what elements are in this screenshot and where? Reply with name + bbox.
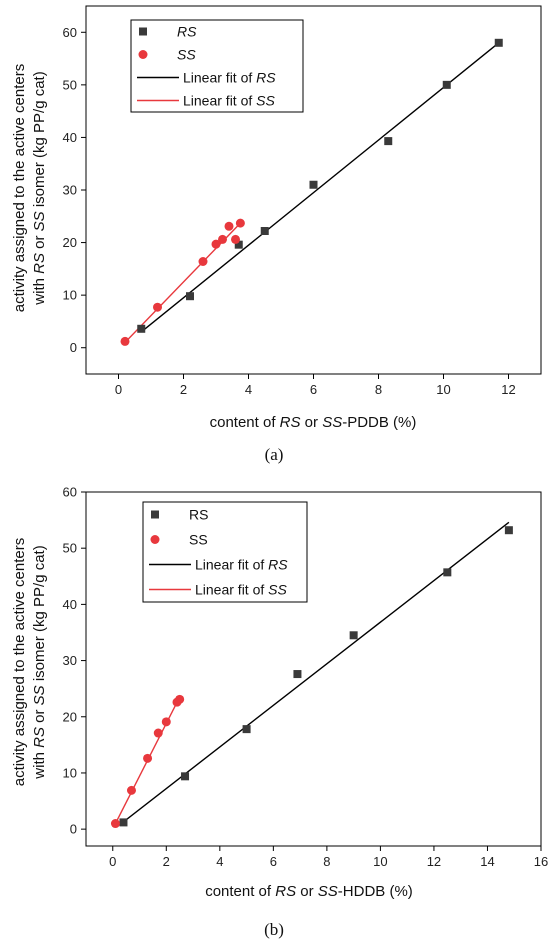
data-point-rs bbox=[442, 80, 451, 89]
y-tick-label: 60 bbox=[63, 485, 77, 500]
x-tick-label: 10 bbox=[436, 382, 450, 397]
legend-item-fit-rs: Linear fit of RS bbox=[149, 557, 288, 573]
legend-a: RS SS Linear fit of RS Linear fit of SS bbox=[130, 19, 304, 113]
x-tick-label: 6 bbox=[270, 854, 277, 869]
y-tick-label: 40 bbox=[63, 597, 77, 612]
legend-swatch-square bbox=[139, 27, 147, 36]
legend-item-fit-ss: Linear fit of SS bbox=[137, 93, 275, 109]
data-point-ss bbox=[231, 234, 240, 244]
data-point-rs bbox=[384, 137, 393, 146]
x-tick-label: 4 bbox=[245, 382, 252, 397]
data-point-rs bbox=[186, 292, 194, 301]
data-point-ss bbox=[127, 785, 136, 795]
legend-swatch-circle bbox=[150, 535, 160, 544]
panel-label-a: (a) bbox=[265, 445, 284, 464]
legend-item-rs: RS bbox=[151, 507, 208, 523]
data-point-ss bbox=[224, 221, 234, 231]
legend-frame bbox=[130, 19, 304, 113]
y-tick-label: 0 bbox=[70, 822, 77, 837]
data-point-ss bbox=[110, 819, 120, 829]
y-tick-label: 10 bbox=[63, 765, 77, 780]
plot-frame bbox=[85, 491, 542, 847]
data-point-ss bbox=[161, 717, 171, 727]
legend-item-rs: RS bbox=[139, 24, 197, 40]
legend-item-fit-ss: Linear fit of SS bbox=[149, 582, 287, 598]
panel-label-b: (b) bbox=[264, 920, 284, 939]
fit-line-rs bbox=[140, 42, 500, 333]
x-tick-label: 6 bbox=[310, 382, 317, 397]
legend-label: Linear fit of SS bbox=[195, 582, 287, 598]
x-axis-title: content of RS or SS-PDDB (%) bbox=[210, 414, 417, 431]
plot-area-b: 0 2 4 6 8 10 12 14 16 0 10 20 30 40 50 60 bbox=[63, 485, 549, 870]
y-tick-label: 30 bbox=[63, 653, 77, 668]
y-tick-label: 40 bbox=[63, 130, 77, 145]
y-axis-title-line2: with RS or SS isomer (kg PP/g cat) bbox=[31, 71, 48, 305]
legend-label: Linear fit of SS bbox=[183, 93, 275, 109]
x-tick-label: 2 bbox=[180, 382, 187, 397]
chart-panel-b: 0 2 4 6 8 10 12 14 16 0 10 20 30 40 50 60 RS SS Linear … bbox=[11, 485, 548, 940]
data-point-ss bbox=[235, 218, 245, 228]
x-tick-label: 16 bbox=[534, 854, 548, 869]
legend-item-ss: SS bbox=[150, 532, 208, 548]
data-point-rs bbox=[349, 631, 358, 640]
legend-label: Linear fit of RS bbox=[183, 70, 276, 86]
x-tick-label: 8 bbox=[323, 854, 330, 869]
data-point-rs bbox=[494, 38, 503, 47]
y-tick-label: 50 bbox=[63, 77, 77, 92]
legend-b: RS SS Linear fit of RS Linear fit of SS bbox=[142, 501, 308, 603]
x-tick-label: 8 bbox=[375, 382, 382, 397]
data-point-ss bbox=[175, 694, 185, 704]
data-point-rs bbox=[443, 568, 452, 577]
x-tick-label: 0 bbox=[115, 382, 122, 397]
x-tick-label: 12 bbox=[427, 854, 441, 869]
data-point-rs bbox=[119, 818, 128, 827]
data-point-rs bbox=[293, 670, 302, 679]
x-tick-label: 0 bbox=[109, 854, 116, 869]
data-point-ss bbox=[153, 302, 162, 312]
y-tick-label: 0 bbox=[70, 340, 77, 355]
legend-label: RS bbox=[177, 24, 197, 40]
legend-label: SS bbox=[189, 532, 208, 548]
x-tick-label: 14 bbox=[480, 854, 494, 869]
y-tick-label: 20 bbox=[63, 709, 77, 724]
legend-swatch-circle bbox=[138, 50, 148, 59]
data-point-ss bbox=[143, 753, 153, 763]
y-axis-title-line1: activity assigned to the active centers bbox=[11, 64, 28, 312]
data-point-rs bbox=[137, 324, 146, 333]
y-tick-label: 20 bbox=[63, 235, 77, 250]
data-point-rs bbox=[260, 227, 269, 236]
y-axis-title-line2: with RS or SS isomer (kg PP/g cat) bbox=[31, 545, 48, 779]
legend-frame bbox=[142, 501, 308, 603]
data-point-rs bbox=[504, 526, 513, 535]
y-tick-label: 50 bbox=[63, 541, 77, 556]
x-tick-label: 4 bbox=[216, 854, 223, 869]
y-tick-label: 10 bbox=[63, 288, 77, 303]
legend-swatch-square bbox=[151, 510, 159, 519]
y-tick-label: 60 bbox=[63, 25, 77, 40]
legend-item-fit-rs: Linear fit of RS bbox=[137, 70, 276, 86]
data-point-rs bbox=[234, 240, 243, 249]
legend-item-ss: SS bbox=[138, 47, 196, 63]
data-point-ss bbox=[198, 256, 208, 266]
x-tick-label: 2 bbox=[163, 854, 170, 869]
legend-label: Linear fit of RS bbox=[195, 557, 288, 573]
data-point-ss bbox=[218, 234, 227, 244]
plot-area-a: 0 2 4 6 8 10 12 0 10 20 30 40 50 60 bbox=[63, 5, 542, 397]
chart-panel-a: 0 2 4 6 8 10 12 0 10 20 30 40 50 60 RS SS Linear fit … bbox=[11, 5, 542, 464]
y-axis-title-line1: activity assigned to the active centers bbox=[11, 538, 28, 786]
data-point-rs bbox=[242, 725, 251, 734]
data-point-rs bbox=[181, 772, 190, 781]
x-tick-label: 12 bbox=[501, 382, 515, 397]
data-point-ss bbox=[153, 728, 163, 738]
data-point-ss bbox=[120, 336, 130, 346]
x-axis-title: content of RS or SS-HDDB (%) bbox=[205, 883, 413, 900]
data-point-ss bbox=[211, 239, 221, 249]
data-point-rs bbox=[309, 180, 318, 189]
x-tick-label: 10 bbox=[373, 854, 387, 869]
legend-label: SS bbox=[177, 47, 196, 63]
y-tick-label: 30 bbox=[63, 183, 77, 198]
legend-label: RS bbox=[189, 507, 208, 523]
